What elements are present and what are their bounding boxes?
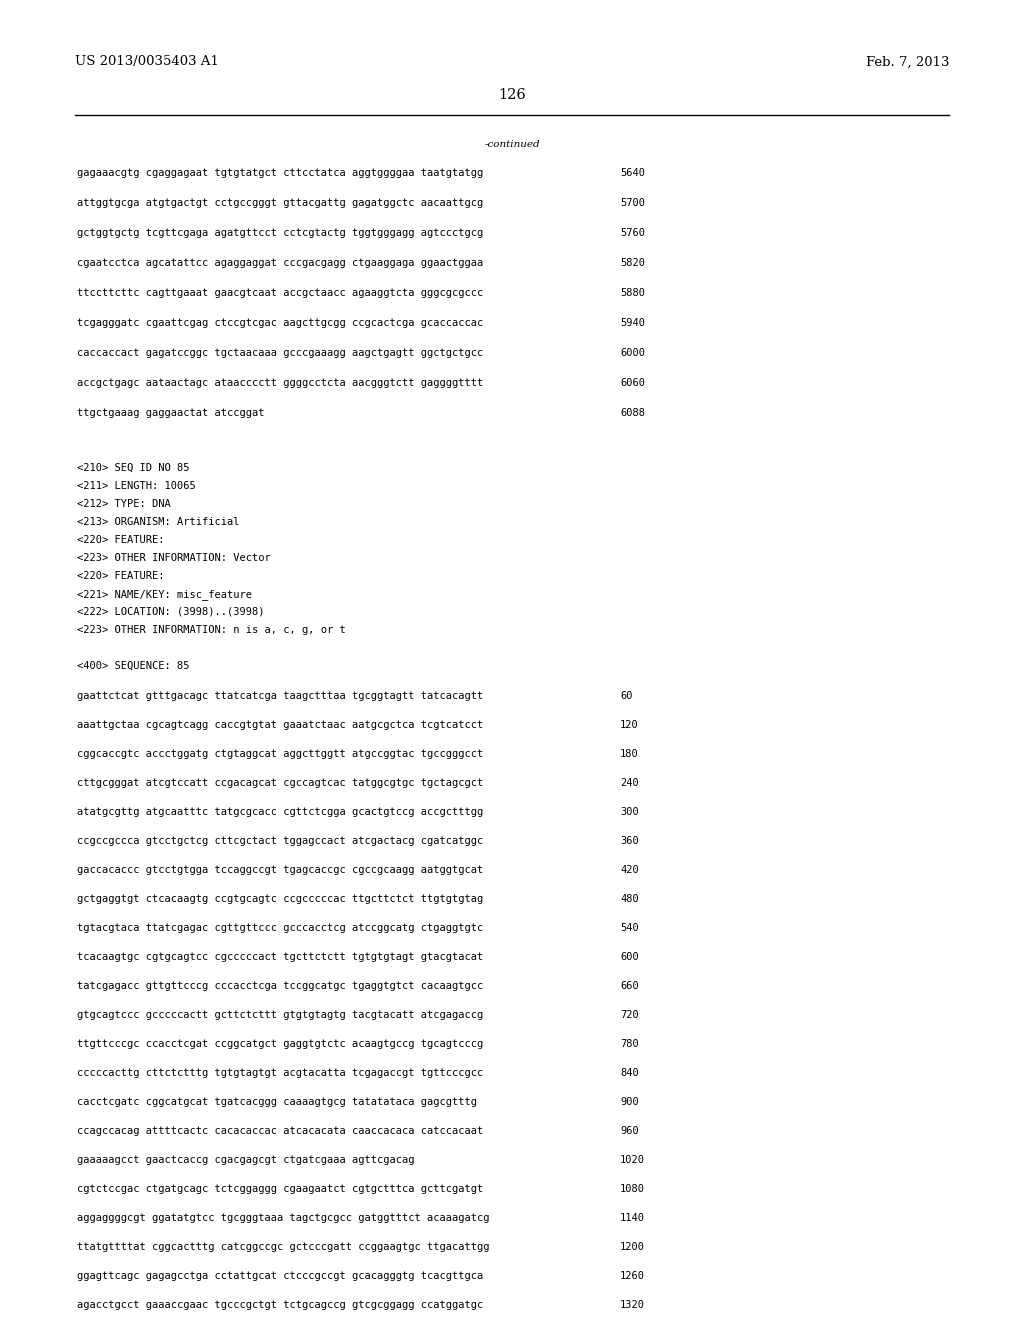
Text: ttccttcttc cagttgaaat gaacgtcaat accgctaacc agaaggtcta gggcgcgccc: ttccttcttc cagttgaaat gaacgtcaat accgcta…	[77, 288, 483, 298]
Text: attggtgcga atgtgactgt cctgccgggt gttacgattg gagatggctc aacaattgcg: attggtgcga atgtgactgt cctgccgggt gttacga…	[77, 198, 483, 209]
Text: cccccacttg cttctctttg tgtgtagtgt acgtacatta tcgagaccgt tgttcccgcc: cccccacttg cttctctttg tgtgtagtgt acgtaca…	[77, 1068, 483, 1078]
Text: 720: 720	[620, 1010, 639, 1020]
Text: 1200: 1200	[620, 1242, 645, 1251]
Text: <223> OTHER INFORMATION: n is a, c, g, or t: <223> OTHER INFORMATION: n is a, c, g, o…	[77, 624, 346, 635]
Text: gaaaaagcct gaactcaccg cgacgagcgt ctgatcgaaa agttcgacag: gaaaaagcct gaactcaccg cgacgagcgt ctgatcg…	[77, 1155, 415, 1166]
Text: gctggtgctg tcgttcgaga agatgttcct cctcgtactg tggtgggagg agtccctgcg: gctggtgctg tcgttcgaga agatgttcct cctcgta…	[77, 228, 483, 238]
Text: caccaccact gagatccggc tgctaacaaa gcccgaaagg aagctgagtt ggctgctgcc: caccaccact gagatccggc tgctaacaaa gcccgaa…	[77, 348, 483, 358]
Text: 1020: 1020	[620, 1155, 645, 1166]
Text: 360: 360	[620, 836, 639, 846]
Text: <220> FEATURE:: <220> FEATURE:	[77, 572, 165, 581]
Text: tgtacgtaca ttatcgagac cgttgttccc gcccacctcg atccggcatg ctgaggtgtc: tgtacgtaca ttatcgagac cgttgttccc gcccacc…	[77, 923, 483, 933]
Text: gctgaggtgt ctcacaagtg ccgtgcagtc ccgcccccac ttgcttctct ttgtgtgtag: gctgaggtgt ctcacaagtg ccgtgcagtc ccgcccc…	[77, 894, 483, 904]
Text: ttgttcccgc ccacctcgat ccggcatgct gaggtgtctc acaagtgccg tgcagtcccg: ttgttcccgc ccacctcgat ccggcatgct gaggtgt…	[77, 1039, 483, 1049]
Text: 660: 660	[620, 981, 639, 991]
Text: cgaatcctca agcatattcc agaggaggat cccgacgagg ctgaaggaga ggaactggaa: cgaatcctca agcatattcc agaggaggat cccgacg…	[77, 257, 483, 268]
Text: 900: 900	[620, 1097, 639, 1107]
Text: gaattctcat gtttgacagc ttatcatcga taagctttaa tgcggtagtt tatcacagtt: gaattctcat gtttgacagc ttatcatcga taagctt…	[77, 690, 483, 701]
Text: 540: 540	[620, 923, 639, 933]
Text: <221> NAME/KEY: misc_feature: <221> NAME/KEY: misc_feature	[77, 589, 252, 599]
Text: Feb. 7, 2013: Feb. 7, 2013	[865, 55, 949, 69]
Text: 960: 960	[620, 1126, 639, 1137]
Text: gagaaacgtg cgaggagaat tgtgtatgct cttcctatca aggtggggaa taatgtatgg: gagaaacgtg cgaggagaat tgtgtatgct cttccta…	[77, 168, 483, 178]
Text: 6060: 6060	[620, 378, 645, 388]
Text: 420: 420	[620, 865, 639, 875]
Text: US 2013/0035403 A1: US 2013/0035403 A1	[75, 55, 219, 69]
Text: 1140: 1140	[620, 1213, 645, 1224]
Text: 840: 840	[620, 1068, 639, 1078]
Text: <222> LOCATION: (3998)..(3998): <222> LOCATION: (3998)..(3998)	[77, 607, 264, 616]
Text: aggaggggcgt ggatatgtcc tgcgggtaaa tagctgcgcc gatggtttct acaaagatcg: aggaggggcgt ggatatgtcc tgcgggtaaa tagctg…	[77, 1213, 489, 1224]
Text: 600: 600	[620, 952, 639, 962]
Text: gaccacaccc gtcctgtgga tccaggccgt tgagcaccgc cgccgcaagg aatggtgcat: gaccacaccc gtcctgtgga tccaggccgt tgagcac…	[77, 865, 483, 875]
Text: ccgccgccca gtcctgctcg cttcgctact tggagccact atcgactacg cgatcatggc: ccgccgccca gtcctgctcg cttcgctact tggagcc…	[77, 836, 483, 846]
Text: 1320: 1320	[620, 1300, 645, 1309]
Text: 120: 120	[620, 719, 639, 730]
Text: accgctgagc aataactagc ataacccctt ggggcctcta aacgggtctt gaggggtttt: accgctgagc aataactagc ataacccctt ggggcct…	[77, 378, 483, 388]
Text: cgtctccgac ctgatgcagc tctcggaggg cgaagaatct cgtgctttca gcttcgatgt: cgtctccgac ctgatgcagc tctcggaggg cgaagaa…	[77, 1184, 483, 1195]
Text: gtgcagtccc gcccccactt gcttctcttt gtgtgtagtg tacgtacatt atcgagaccg: gtgcagtccc gcccccactt gcttctcttt gtgtgta…	[77, 1010, 483, 1020]
Text: ccagccacag attttcactc cacacaccac atcacacata caaccacaca catccacaat: ccagccacag attttcactc cacacaccac atcacac…	[77, 1126, 483, 1137]
Text: <220> FEATURE:: <220> FEATURE:	[77, 535, 165, 545]
Text: <400> SEQUENCE: 85: <400> SEQUENCE: 85	[77, 661, 189, 671]
Text: ttatgttttat cggcactttg catcggccgc gctcccgatt ccggaagtgc ttgacattgg: ttatgttttat cggcactttg catcggccgc gctccc…	[77, 1242, 489, 1251]
Text: tcacaagtgc cgtgcagtcc cgcccccact tgcttctctt tgtgtgtagt gtacgtacat: tcacaagtgc cgtgcagtcc cgcccccact tgcttct…	[77, 952, 483, 962]
Text: -continued: -continued	[484, 140, 540, 149]
Text: ttgctgaaag gaggaactat atccggat: ttgctgaaag gaggaactat atccggat	[77, 408, 264, 418]
Text: 5880: 5880	[620, 288, 645, 298]
Text: <210> SEQ ID NO 85: <210> SEQ ID NO 85	[77, 463, 189, 473]
Text: <213> ORGANISM: Artificial: <213> ORGANISM: Artificial	[77, 517, 240, 527]
Text: atatgcgttg atgcaatttc tatgcgcacc cgttctcgga gcactgtccg accgctttgg: atatgcgttg atgcaatttc tatgcgcacc cgttctc…	[77, 807, 483, 817]
Text: cttgcgggat atcgtccatt ccgacagcat cgccagtcac tatggcgtgc tgctagcgct: cttgcgggat atcgtccatt ccgacagcat cgccagt…	[77, 777, 483, 788]
Text: 5700: 5700	[620, 198, 645, 209]
Text: 1260: 1260	[620, 1271, 645, 1280]
Text: aaattgctaa cgcagtcagg caccgtgtat gaaatctaac aatgcgctca tcgtcatcct: aaattgctaa cgcagtcagg caccgtgtat gaaatct…	[77, 719, 483, 730]
Text: <211> LENGTH: 10065: <211> LENGTH: 10065	[77, 480, 196, 491]
Text: 180: 180	[620, 748, 639, 759]
Text: tatcgagacc gttgttcccg cccacctcga tccggcatgc tgaggtgtct cacaagtgcc: tatcgagacc gttgttcccg cccacctcga tccggca…	[77, 981, 483, 991]
Text: 126: 126	[498, 88, 526, 102]
Text: 6000: 6000	[620, 348, 645, 358]
Text: tcgagggatc cgaattcgag ctccgtcgac aagcttgcgg ccgcactcga gcaccaccac: tcgagggatc cgaattcgag ctccgtcgac aagcttg…	[77, 318, 483, 327]
Text: 6088: 6088	[620, 408, 645, 418]
Text: cacctcgatc cggcatgcat tgatcacggg caaaagtgcg tatatataca gagcgtttg: cacctcgatc cggcatgcat tgatcacggg caaaagt…	[77, 1097, 477, 1107]
Text: 240: 240	[620, 777, 639, 788]
Text: 300: 300	[620, 807, 639, 817]
Text: 5640: 5640	[620, 168, 645, 178]
Text: 5940: 5940	[620, 318, 645, 327]
Text: 5760: 5760	[620, 228, 645, 238]
Text: agacctgcct gaaaccgaac tgcccgctgt tctgcagccg gtcgcggagg ccatggatgc: agacctgcct gaaaccgaac tgcccgctgt tctgcag…	[77, 1300, 483, 1309]
Text: 5820: 5820	[620, 257, 645, 268]
Text: ggagttcagc gagagcctga cctattgcat ctcccgccgt gcacagggtg tcacgttgca: ggagttcagc gagagcctga cctattgcat ctcccgc…	[77, 1271, 483, 1280]
Text: 60: 60	[620, 690, 633, 701]
Text: cggcaccgtc accctggatg ctgtaggcat aggcttggtt atgccggtac tgccgggcct: cggcaccgtc accctggatg ctgtaggcat aggcttg…	[77, 748, 483, 759]
Text: <223> OTHER INFORMATION: Vector: <223> OTHER INFORMATION: Vector	[77, 553, 270, 564]
Text: 780: 780	[620, 1039, 639, 1049]
Text: 480: 480	[620, 894, 639, 904]
Text: <212> TYPE: DNA: <212> TYPE: DNA	[77, 499, 171, 510]
Text: 1080: 1080	[620, 1184, 645, 1195]
